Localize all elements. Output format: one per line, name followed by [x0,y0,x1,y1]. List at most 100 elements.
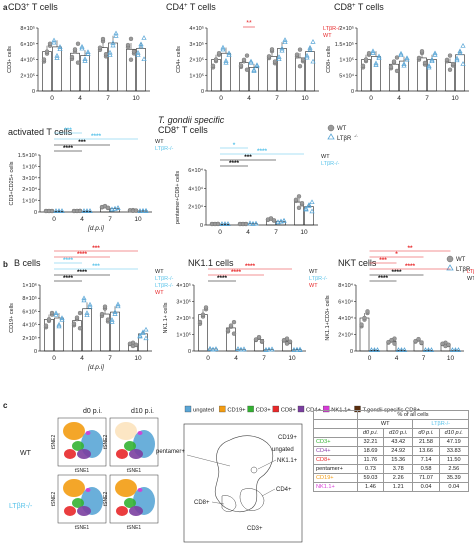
point-wt [128,36,134,41]
point-wt [419,340,424,345]
point-wt [197,319,203,325]
bracket-side-label: WT [155,139,164,145]
sig-stars: **** [378,275,389,282]
point-ltbr [309,208,315,214]
x-tick-label: 10 [134,216,142,223]
table-cell: 47.19 [438,437,470,447]
point-wt [416,336,421,342]
point-wt [47,41,53,46]
point-wt [102,304,108,309]
point-ltbr [140,329,146,335]
point-ltbr [87,208,93,213]
point-ltbr [263,347,269,352]
point-wt [103,52,109,57]
x-tick-label: 4 [78,95,82,102]
point-ltbr [81,208,87,213]
schematic-pointer-pentamer [186,454,231,467]
legend-b: WT LTβR [446,255,471,273]
y-tick-label: 0 [34,349,37,355]
sig-stars: **** [245,263,256,270]
point-ltbr [303,205,309,211]
point-ltbr [141,56,147,62]
point-ltbr [460,61,466,66]
point-wt [75,60,81,65]
gating-legend-swatch [219,405,226,413]
bar-ltbr [396,350,407,352]
point-wt [269,47,275,52]
y-tick-label: 1×10⁵ [22,163,37,170]
point-wt [131,49,137,54]
tsne-cluster [64,506,76,516]
y-tick-label: 0 [351,89,354,95]
x-tick-label: 10 [451,95,459,102]
point-ltbr [250,221,256,226]
point-ltbr [84,208,90,213]
tsne-plot-3: tSNE1 tSNE2 [103,474,159,531]
point-wt [363,57,369,62]
sig-stars: **** [77,251,88,258]
tsne-plot-0: tSNE1 tSNE2 [51,417,107,474]
x-tick-label: 7 [106,95,110,102]
tsne-cluster [124,498,136,508]
point-ltbr [59,315,65,320]
y-tick-label: 4×10⁵ [176,282,191,289]
schematic-label-nk: NK1.1+ [277,458,298,464]
point-wt [268,216,274,221]
x-tick-label: 10 [301,95,309,102]
tsne-col-label-d10: d10 p.i. [131,408,154,415]
point-wt [213,57,219,62]
point-ltbr [247,220,253,226]
point-ltbr [143,335,149,341]
point-ltbr [53,310,59,315]
title-rest: T cells [356,2,385,12]
tsne-axis-y: tSNE2 [103,492,109,507]
point-ltbr [110,40,116,45]
point-ltbr [254,63,260,69]
title-rest: T cells [30,2,59,12]
table-sub-1: d10 p.i. [383,428,414,438]
point-ltbr [454,55,460,61]
point-wt [133,208,139,213]
point-ltbr [248,59,254,65]
x-tick-label: 0 [50,95,54,102]
point-ltbr [373,60,379,66]
legend-ltbr-label: LTβR [337,136,352,142]
bracket-side-label: WT [467,276,474,282]
point-wt [77,310,83,316]
tsne-cluster [137,488,143,492]
bracket-side-label: LTβR-/- [155,283,174,289]
point-ltbr [87,301,93,307]
point-wt [444,57,450,62]
point-wt [299,201,305,206]
point-wt [450,61,456,67]
point-wt [392,341,397,346]
table-sub-2: d0 p.i. [412,428,440,438]
bracket-side-label: LTβR-/- [155,276,174,282]
chart-title: CD3+ T cells [8,2,58,12]
significance-annotation: ** [246,20,252,27]
point-wt [241,57,247,62]
x-tick-label: 4 [247,95,251,102]
x-tick-label: 4 [234,355,238,362]
sig-stars: **** [91,133,102,140]
schematic-outline-cd4 [239,488,265,511]
point-ltbr [291,347,297,352]
table-cell: 24.92 [383,446,414,456]
point-wt [49,310,55,316]
chart-nk: NK1.1 cells 0 1×10⁵ 2×10⁵ 3×10⁵ 4×10⁵ NK1.1+ c… [163,258,328,362]
y-tick-label: 8×10⁵ [22,295,37,302]
x-tick-label: 4 [80,355,84,362]
point-ltbr [226,50,232,56]
x-tick-label: 0 [219,95,223,102]
point-wt [77,208,83,214]
point-ltbr [306,202,312,207]
table-cell: 13.66 [412,446,440,456]
point-wt [391,59,397,64]
bracket-side-label: WT [309,283,318,289]
panel-label-c: c [3,401,8,410]
bar-ltbr [249,67,259,92]
point-ltbr [455,347,462,352]
point-ltbr [137,208,143,213]
